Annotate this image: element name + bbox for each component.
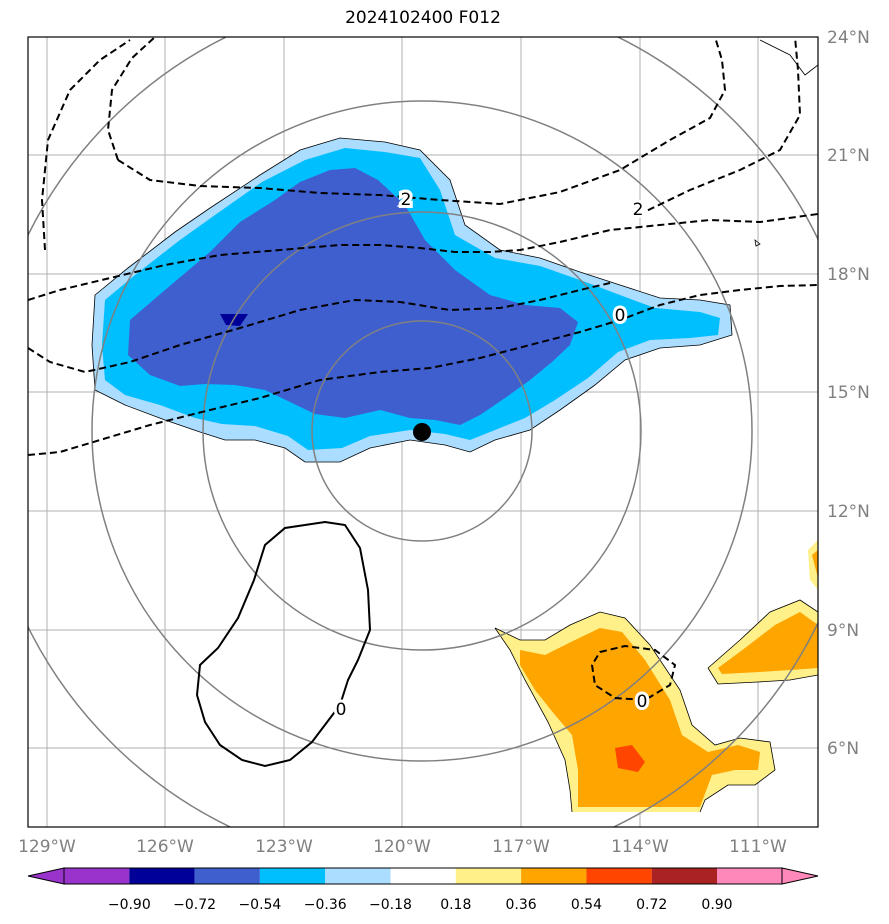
negative-anomaly-shading xyxy=(92,138,732,462)
shading-outlines xyxy=(91,39,818,813)
lat-tick-label: 9°N xyxy=(827,621,859,641)
colorbar-tick-label: −0.18 xyxy=(369,897,412,913)
colorbar-segment xyxy=(717,868,782,884)
colorbar-segment xyxy=(390,868,456,884)
lon-tick-label: 123°W xyxy=(255,837,313,857)
colorbar-segment xyxy=(129,868,195,884)
colorbar-tick-label: −0.72 xyxy=(173,897,216,913)
lat-tick-label: 24°N xyxy=(827,28,870,48)
contour-label: 0 xyxy=(637,692,648,712)
lon-tick-label: 111°W xyxy=(729,837,787,857)
dashed-contours xyxy=(28,37,818,702)
colorbar-segment xyxy=(325,868,391,884)
lon-tick-label: 114°W xyxy=(611,837,669,857)
contour-label: 2 xyxy=(401,190,412,210)
lon-tick-label: 120°W xyxy=(373,837,431,857)
colorbar-tick-label: 0.36 xyxy=(506,897,537,913)
map-title: 2024102400 F012 xyxy=(345,8,501,28)
solid-contours xyxy=(195,520,372,768)
lon-tick-label: 117°W xyxy=(492,837,550,857)
storm-center-marker xyxy=(413,423,431,441)
lat-tick-label: 18°N xyxy=(827,265,870,285)
colorbar-segment xyxy=(521,868,587,884)
map-frame xyxy=(27,36,819,828)
positive-anomaly-shading xyxy=(495,540,818,812)
colorbar-tick-label: −0.90 xyxy=(108,897,151,913)
colorbar-segment xyxy=(586,868,652,884)
colorbar-extend-low xyxy=(27,867,65,885)
lat-tick-label: 21°N xyxy=(827,146,870,166)
colorbar-tick-label: 0.18 xyxy=(440,897,471,913)
contour-label: 0 xyxy=(336,700,347,720)
colorbar-tick-label: −0.36 xyxy=(304,897,347,913)
colorbar-frame xyxy=(63,867,783,885)
colorbar-extend-high xyxy=(781,867,819,885)
colorbar-tick-label: −0.54 xyxy=(238,897,281,913)
contour-label: 2 xyxy=(633,200,644,220)
lon-tick-label: 126°W xyxy=(136,837,194,857)
colorbar-segment xyxy=(259,868,326,884)
range-rings xyxy=(28,37,818,827)
contour-label: 0 xyxy=(615,306,626,326)
colorbar-tick-label: 0.54 xyxy=(571,897,602,913)
lat-tick-label: 12°N xyxy=(827,502,870,522)
colorbar-tick-label: 0.72 xyxy=(636,897,667,913)
colorbar-tick-label: 0.90 xyxy=(701,897,732,913)
lat-tick-label: 15°N xyxy=(827,383,870,403)
colorbar-segment xyxy=(64,868,130,884)
colorbar: −0.90 −0.72 −0.54 −0.36 −0.18 0.18 0.36 … xyxy=(27,867,819,913)
colorbar-segment xyxy=(455,868,522,884)
colorbar-segment xyxy=(651,868,717,884)
lat-tick-label: 6°N xyxy=(827,739,859,759)
lon-tick-label: 129°W xyxy=(18,837,76,857)
colorbar-segment xyxy=(194,868,260,884)
